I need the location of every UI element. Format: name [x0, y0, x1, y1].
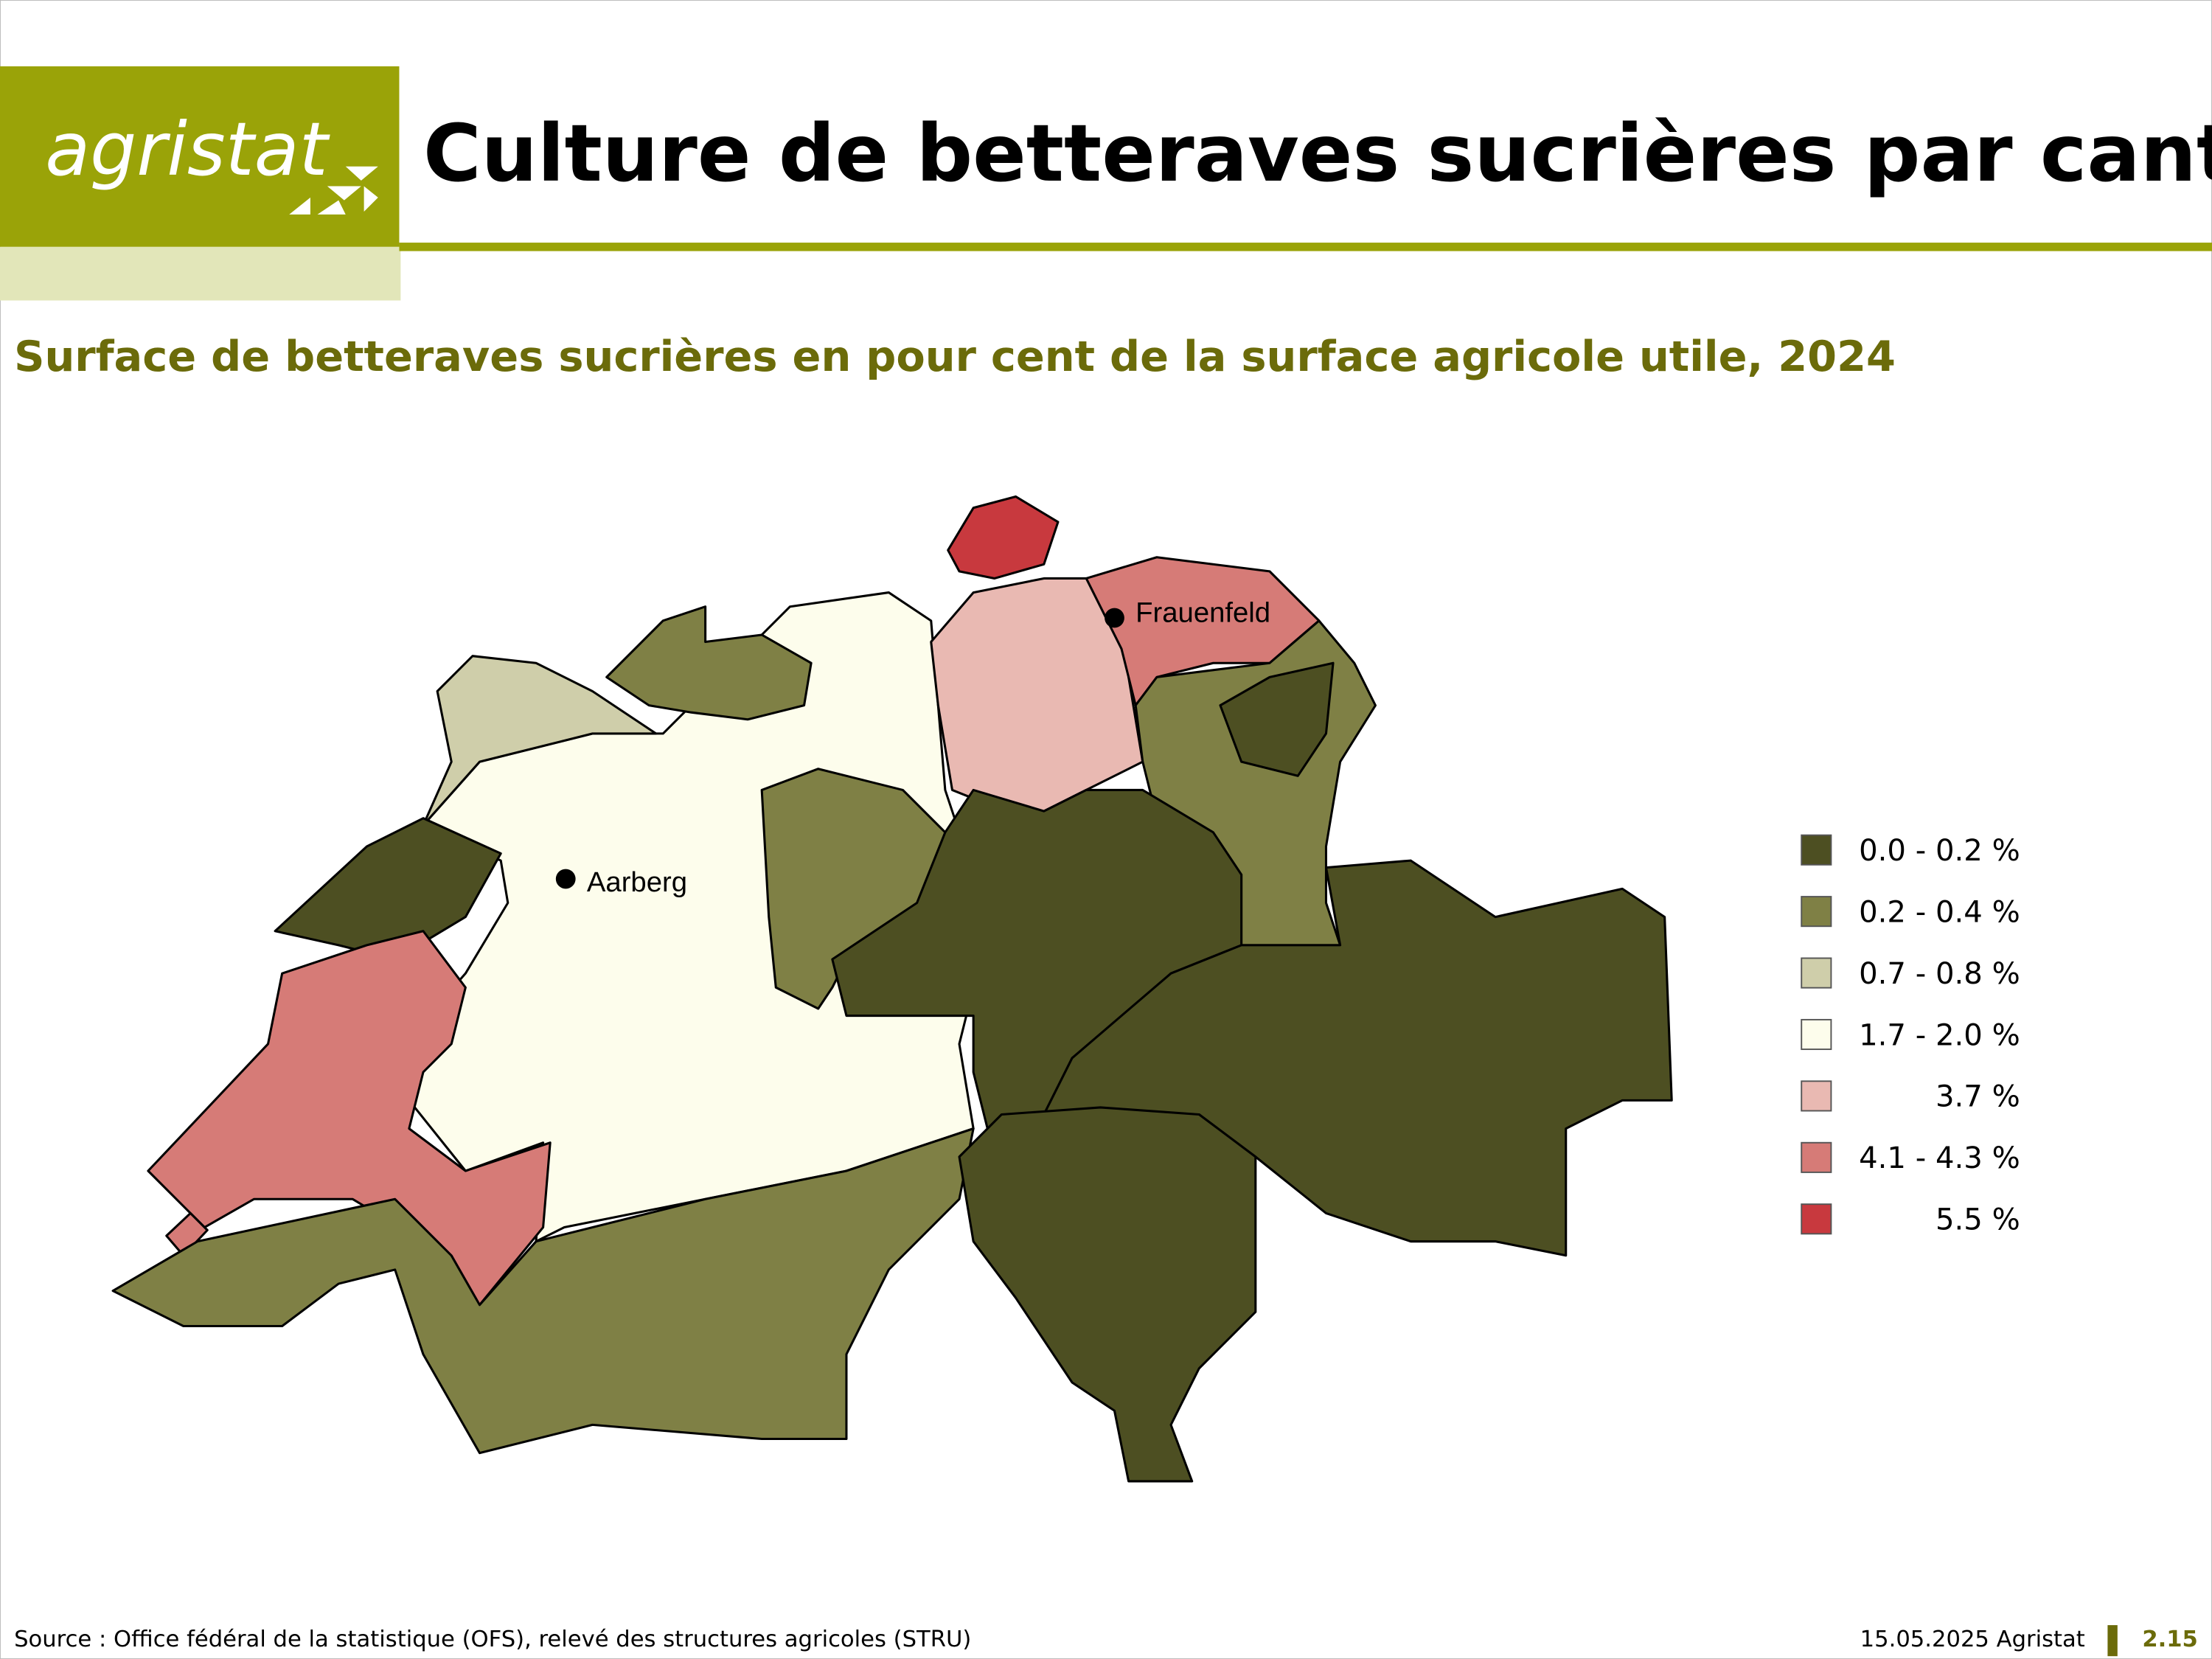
logo-shade [0, 246, 401, 301]
legend-label: 0.7 - 0.8 % [1859, 957, 2020, 991]
canton [947, 495, 1060, 580]
legend-swatch [1801, 896, 1832, 928]
canton [165, 1211, 209, 1257]
footer-date: 15.05.2025 Agristat [1860, 1627, 2085, 1652]
canton [147, 930, 552, 1307]
canton [1219, 661, 1335, 777]
canton [422, 655, 658, 827]
canton [111, 1127, 975, 1455]
subtitle: Surface de betteraves sucrières en pour … [14, 332, 1896, 381]
legend-swatch [1801, 957, 1832, 989]
legend-label: 0.0 - 0.2 % [1859, 834, 2020, 868]
legend: 0.0 - 0.2 % 0.2 - 0.4 % 0.7 - 0.8 % 1.7 - 2… [1801, 834, 2020, 1237]
place-label: Aarberg [587, 866, 687, 898]
legend-swatch [1801, 834, 1832, 866]
logo-text: agristat [45, 108, 330, 192]
legend-label: 3.7 % [1935, 1080, 2020, 1114]
legend-label: 0.2 - 0.4 % [1859, 896, 2020, 930]
legend-swatch [1801, 1080, 1832, 1112]
page-number: 2.15 [2142, 1627, 2198, 1652]
canton [1085, 556, 1321, 707]
legend-swatch [1801, 1018, 1832, 1051]
header-rule [399, 243, 2212, 251]
footer-bar [2107, 1625, 2118, 1657]
canton [274, 817, 502, 961]
title: Culture de betteraves sucrières par cant… [423, 108, 2212, 200]
canton [605, 605, 813, 721]
logo-block [0, 66, 400, 247]
place-dot [1105, 608, 1124, 628]
canton [958, 1106, 1257, 1483]
canton [1043, 859, 1673, 1257]
legend-label: 5.5 % [1935, 1203, 2020, 1237]
place-dot [555, 869, 576, 889]
footer-source: Source : Office fédéral de la statistiqu… [14, 1627, 971, 1652]
logo-mark [289, 166, 378, 215]
map [111, 495, 1673, 1483]
legend-label: 1.7 - 2.0 % [1859, 1018, 2020, 1052]
legend-label: 4.1 - 4.3 % [1859, 1141, 2020, 1175]
legend-swatch [1801, 1141, 1832, 1173]
legend-swatch [1801, 1203, 1832, 1235]
place-label: Frauenfeld [1135, 597, 1270, 629]
